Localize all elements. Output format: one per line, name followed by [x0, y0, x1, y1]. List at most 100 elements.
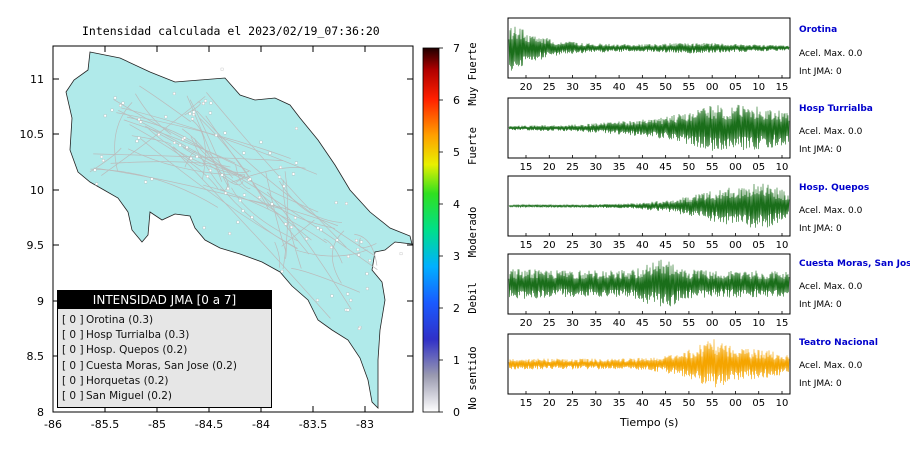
city-marker	[270, 202, 274, 206]
road-line	[135, 93, 172, 135]
colorbar-gradient	[422, 47, 440, 413]
road-line	[265, 171, 287, 252]
city-marker	[110, 108, 114, 112]
city-marker	[259, 140, 263, 144]
time-tick-label: 45	[659, 398, 672, 409]
legend-item: [ 0 ] San Miguel (0.2)	[58, 389, 271, 404]
time-tick-label: 40	[613, 318, 626, 329]
legend-item-label: San Miguel (0.2)	[86, 389, 172, 402]
city-marker	[357, 327, 361, 330]
city-marker	[220, 67, 224, 71]
road-line	[231, 187, 298, 242]
time-tick-label: 30	[589, 240, 602, 251]
city-marker	[144, 180, 148, 184]
road-line	[323, 238, 343, 264]
time-tick-label: 15	[520, 398, 533, 409]
road-line	[279, 180, 343, 223]
time-tick-label: 15	[520, 240, 533, 251]
city-marker	[195, 155, 199, 159]
city-marker	[330, 294, 334, 298]
colorbar-label: Debil	[467, 282, 479, 314]
city-marker	[223, 131, 227, 135]
city-marker	[329, 245, 333, 249]
city-marker	[209, 169, 212, 172]
map-axes: -86 -85.5 -85 -84.5 -84 -83.5 -83 11 10.5 10 9.5 9 8…	[20, 46, 413, 431]
waveform-panel: 15 20 25 30 35 40 45 50 55 00 05 10	[507, 175, 791, 251]
city-marker	[365, 272, 369, 276]
accel-max-label: Acel. Max. 0.0	[799, 127, 863, 137]
int-jma-label: Int JMA: 0	[799, 67, 842, 77]
road-line	[186, 95, 223, 182]
time-tick-label: 45	[659, 240, 672, 251]
time-tick-label: 10	[776, 240, 789, 251]
time-tick-label: 30	[566, 318, 579, 329]
time-tick-label: 35	[613, 162, 626, 173]
lon-tick-label: -85	[148, 418, 166, 431]
time-tick-label: 55	[706, 240, 719, 251]
lon-tick-label: -86	[44, 418, 62, 431]
accel-max-label: Acel. Max. 0.0	[799, 282, 863, 292]
legend-item-value: [ 0 ]	[62, 314, 84, 326]
legend-item-label: Cuesta Moras, San Jose (0.2)	[86, 359, 237, 372]
colorbar-label: Moderado	[467, 207, 479, 258]
x-axis-label: Tiempo (s)	[620, 416, 679, 429]
city-marker	[172, 92, 176, 95]
time-tick-label: 55	[683, 82, 696, 93]
city-marker	[95, 182, 99, 186]
time-tick-label: 05	[752, 240, 765, 251]
colorbar-ticks: 7 6 5 4 3 2 1 0	[439, 42, 460, 419]
road-line	[181, 128, 230, 188]
city-marker	[139, 120, 143, 124]
time-tick-label: 00	[729, 240, 742, 251]
city-marker	[185, 146, 189, 149]
road-line	[114, 102, 133, 172]
legend-item-value: [ 0 ]	[62, 374, 84, 387]
city-marker	[93, 168, 97, 172]
time-tick-label: 10	[752, 82, 765, 93]
city-marker	[284, 222, 288, 226]
city-marker	[316, 298, 319, 302]
city-marker	[206, 175, 209, 178]
city-marker	[135, 139, 139, 143]
city-marker	[360, 240, 363, 244]
accel-max-label: Acel. Max. 0.0	[799, 361, 863, 371]
time-tick-label: 00	[706, 82, 719, 93]
time-tick-label: 05	[729, 82, 742, 93]
city-marker	[282, 184, 286, 188]
time-tick-label: 15	[520, 162, 533, 173]
colorbar-label: Fuerte	[467, 127, 479, 165]
road-line	[274, 241, 281, 268]
city-marker	[356, 248, 360, 251]
time-tick-label: 55	[706, 162, 719, 173]
city-marker	[335, 238, 339, 242]
time-tick-label: 30	[566, 82, 579, 93]
city-marker	[248, 177, 252, 181]
time-tick-label: 00	[729, 162, 742, 173]
time-tick-label: 00	[706, 318, 719, 329]
waveform-trace	[508, 26, 790, 71]
time-tick-label: 10	[776, 398, 789, 409]
waveform-panel: 15 20 25 30 35 40 45 50 55 00 05 10	[507, 333, 791, 409]
waveform-panels: 20 25 30 35 40 45 50 55 00 05 10 15 15 20 25 30 35 40 45 50…	[507, 17, 791, 409]
colorbar-tick-label: 7	[453, 42, 460, 55]
time-tick-label: 10	[776, 162, 789, 173]
intensity-legend: INTENSIDAD JMA [0 a 7] [ 0 ] Orotina (0.3…	[57, 290, 272, 408]
time-tick-label: 00	[729, 398, 742, 409]
time-tick-label: 45	[636, 318, 649, 329]
road-line	[354, 233, 378, 266]
road-line	[331, 230, 345, 284]
city-marker	[192, 113, 196, 116]
city-marker	[334, 201, 338, 205]
lon-tick-label: -85.5	[91, 418, 119, 431]
road-line	[190, 119, 206, 180]
time-tick-label: 45	[659, 162, 672, 173]
int-jma-label: Int JMA: 0	[799, 224, 842, 234]
city-marker	[236, 220, 240, 224]
city-marker	[202, 226, 206, 230]
legend-item-label: Orotina (0.3)	[86, 314, 154, 326]
legend-item: [ 0 ] Hosp. Quepos (0.2)	[58, 343, 271, 358]
city-marker	[208, 111, 212, 115]
legend-item: [ 0 ] Horquetas (0.2)	[58, 374, 271, 389]
legend-item: [ 0 ] Orotina (0.3)	[58, 313, 271, 328]
time-tick-label: 05	[729, 318, 742, 329]
